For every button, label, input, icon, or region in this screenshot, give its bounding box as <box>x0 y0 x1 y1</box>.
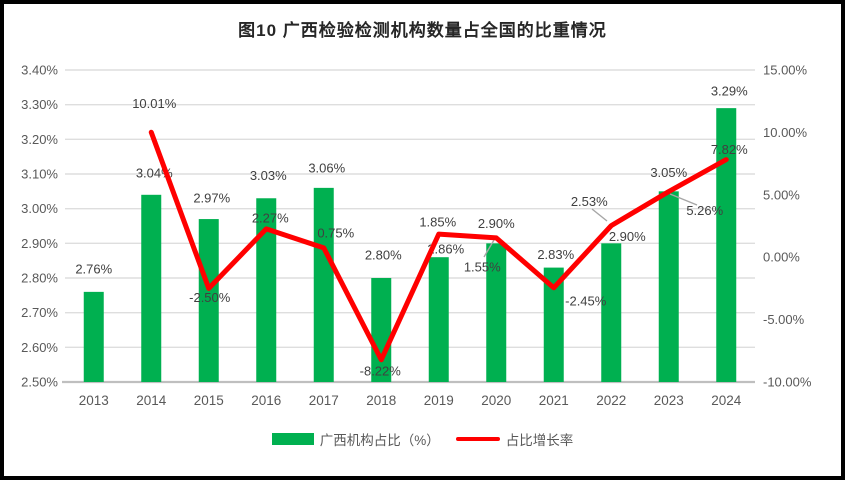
label-leader-line <box>591 208 608 222</box>
line-label: 10.01% <box>132 96 177 111</box>
bar-2015 <box>198 219 219 382</box>
x-axis-label: 2014 <box>136 393 167 408</box>
chart-title: 图10 广西检验检测机构数量占全国的比重情况 <box>238 21 607 40</box>
right-axis-tick: -5.00% <box>763 312 805 327</box>
bar-label: 2.76% <box>75 261 112 276</box>
left-axis-tick: 3.00% <box>21 201 58 216</box>
growth-rate-line <box>148 129 729 363</box>
x-axis-label: 2016 <box>251 393 281 408</box>
bar-2019 <box>428 257 449 382</box>
legend-bar-label: 广西机构占比（%） <box>319 433 440 448</box>
line-label: -2.45% <box>565 293 607 308</box>
right-axis-tick: 10.00% <box>763 125 808 140</box>
line-label: 2.27% <box>252 210 289 225</box>
line-label: -8.22% <box>360 363 402 378</box>
x-axis-label: 2023 <box>654 393 684 408</box>
bar-label: 2.90% <box>609 229 646 244</box>
bar-label: 2.83% <box>537 247 574 262</box>
line-label: 7.82% <box>711 142 748 157</box>
legend-line-swatch <box>455 437 500 441</box>
bar-2018 <box>371 278 392 382</box>
left-axis-tick: 2.60% <box>21 340 58 355</box>
legend-item-bar: 广西机构占比（%） <box>271 429 440 449</box>
bar-2020 <box>486 243 507 382</box>
x-axis-label: 2024 <box>711 393 742 408</box>
bar-2022 <box>601 243 622 382</box>
chart-legend: 广西机构占比（%） 占比增长率 <box>0 429 845 449</box>
label-leader-line <box>669 193 698 206</box>
bar-2017 <box>313 187 334 382</box>
label-leader-line <box>483 239 495 258</box>
bar-2024 <box>716 108 737 382</box>
left-axis-tick: 3.20% <box>21 132 58 147</box>
line-label: 1.85% <box>419 215 456 230</box>
bar-label: 2.86% <box>427 242 464 257</box>
right-axis-tick: 15.00% <box>763 63 808 78</box>
legend-item-line: 占比增长率 <box>455 429 574 449</box>
line-label: 5.26% <box>686 203 723 218</box>
left-axis-tick: 3.40% <box>21 63 58 78</box>
x-axis-label: 2019 <box>424 393 454 408</box>
line-label: 2.53% <box>571 194 608 209</box>
bar-label: 3.06% <box>308 160 345 175</box>
left-axis-tick: 3.30% <box>21 97 58 112</box>
x-axis-label: 2022 <box>596 393 626 408</box>
left-axis-tick: 2.80% <box>21 271 58 286</box>
bar-label: 2.97% <box>193 191 230 206</box>
bar-label: 3.29% <box>711 84 748 99</box>
right-axis-tick: -10.00% <box>763 375 812 390</box>
x-axis-label: 2021 <box>539 393 569 408</box>
line-label: 0.75% <box>317 225 354 240</box>
bar-2023 <box>658 191 679 382</box>
line-label: -2.50% <box>189 290 231 305</box>
line-label: 1.55% <box>464 259 501 274</box>
bar-label: 2.80% <box>365 248 402 263</box>
bar-2016 <box>256 198 277 382</box>
left-axis-tick: 2.50% <box>21 375 58 390</box>
bar-label: 3.05% <box>650 165 687 180</box>
right-axis-tick: 5.00% <box>763 187 800 202</box>
x-axis-label: 2020 <box>481 393 511 408</box>
bar-2013 <box>83 291 104 382</box>
left-axis-tick: 2.90% <box>21 236 58 251</box>
x-axis-label: 2017 <box>309 393 339 408</box>
bar-label: 3.03% <box>250 168 287 183</box>
x-axis-label: 2013 <box>79 393 109 408</box>
x-axis-label: 2018 <box>366 393 396 408</box>
right-axis-tick: 0.00% <box>763 250 800 265</box>
bar-label: 2.90% <box>478 216 515 231</box>
legend-line-label: 占比增长率 <box>505 433 574 448</box>
x-axis-label: 2015 <box>194 393 224 408</box>
legend-bar-swatch <box>271 433 314 445</box>
left-axis-tick: 3.10% <box>21 167 58 182</box>
bar-2014 <box>141 194 162 382</box>
left-axis-tick: 2.70% <box>21 305 58 320</box>
bar-2021 <box>543 267 564 382</box>
